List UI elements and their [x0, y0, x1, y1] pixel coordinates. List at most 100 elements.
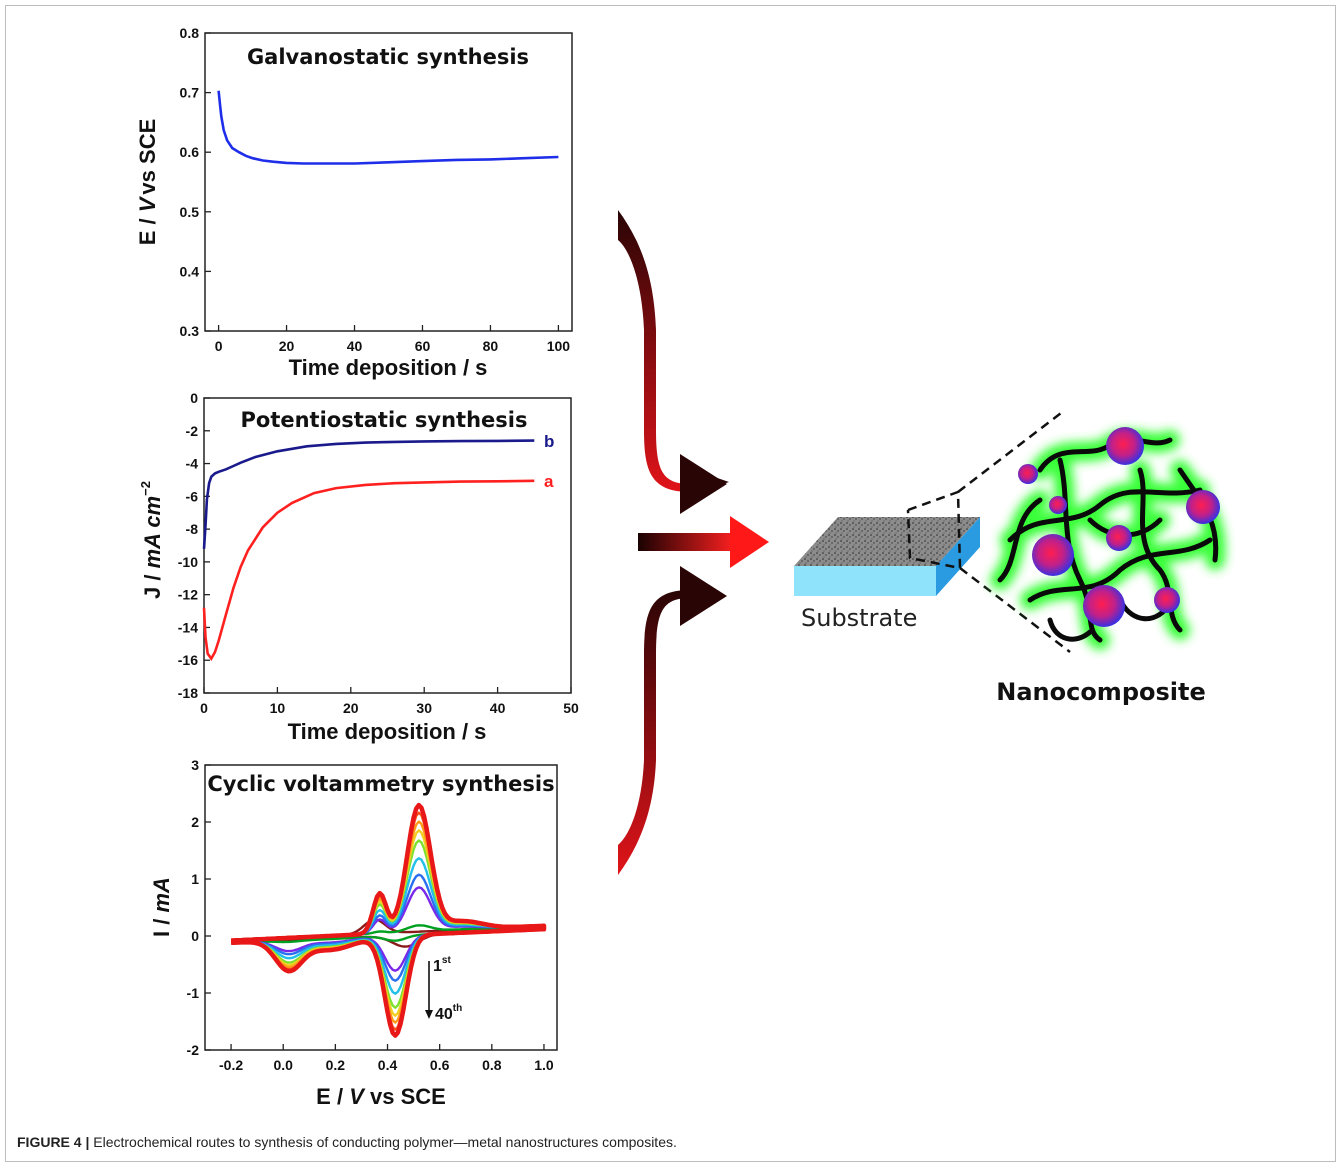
annotation-last: 40th — [435, 1003, 462, 1023]
nanoparticle — [1106, 525, 1132, 551]
nanoparticle — [1032, 534, 1074, 576]
y-tick-label: 3 — [191, 757, 199, 773]
x-tick-label: 0 — [200, 700, 208, 716]
x-tick-label: 30 — [416, 700, 432, 716]
y-ticks: 0 -2 -4 -6 -8 -10 -12 -14 -16 -18 — [178, 390, 210, 701]
x-tick-label: 0.4 — [378, 1057, 398, 1073]
substrate-block: Substrate — [794, 517, 980, 632]
plot-frame — [204, 764, 558, 1051]
y-tick-label: -10 — [178, 554, 198, 570]
substrate-label: Substrate — [801, 604, 917, 632]
top-arrow-head — [680, 454, 727, 514]
route-arrows — [618, 210, 769, 875]
x-axis-label: Time deposition / s — [288, 719, 487, 744]
nanoparticle — [1018, 464, 1038, 484]
x-ticks: 0 20 40 60 80 100 — [215, 325, 571, 354]
y-tick-label: 0 — [190, 390, 198, 406]
y-tick-label: 0.7 — [180, 85, 200, 101]
y-tick-label: -16 — [178, 652, 198, 668]
galvanostatic-series-line — [217, 90, 559, 165]
x-axis-label: E / V vs SCE — [316, 1084, 446, 1109]
x-tick-label: -0.2 — [219, 1057, 243, 1073]
caption-text: Electrochemical routes to synthesis of c… — [93, 1134, 677, 1150]
annotation-first: 1st — [433, 955, 451, 975]
cycle-arrow-head — [425, 1010, 433, 1019]
y-tick-label: 0.8 — [180, 25, 200, 41]
galvanostatic-chart: Galvanostatic synthesis 0.3 0.4 0.5 0.6 0.7 0… — [135, 25, 573, 380]
x-tick-label: 0.6 — [430, 1057, 450, 1073]
potentiostatic-chart: Potentiostatic synthesis 0 -2 -4 -6 -8 -10 -12… — [138, 390, 579, 744]
series-label-a: a — [544, 472, 554, 491]
zoom-line-lower — [959, 567, 1071, 653]
nanoparticle — [1106, 427, 1144, 465]
substrate-side — [936, 517, 980, 596]
figure-caption: FIGURE 4 | Electrochemical routes to syn… — [17, 1134, 677, 1150]
series-label-b: b — [544, 432, 554, 451]
series-line-b — [202, 439, 535, 549]
y-tick-label: 0.3 — [180, 323, 200, 339]
zoom-box — [906, 490, 962, 570]
substrate-front — [794, 566, 936, 596]
y-tick-label: -8 — [186, 521, 199, 537]
y-axis-label: E / Vvs SCE — [135, 119, 160, 246]
chart-title: Cyclic voltammetry synthesis — [207, 772, 554, 796]
bottom-curved-arrow — [618, 590, 690, 875]
series-lines — [217, 90, 559, 165]
y-tick-label: 1 — [191, 871, 199, 887]
y-tick-label: 0.6 — [180, 144, 200, 160]
y-tick-label: -14 — [178, 619, 198, 635]
metal-nanoparticles — [1018, 427, 1220, 627]
nanocomposite-cluster: Nanocomposite — [990, 427, 1226, 706]
y-tick-label: -2 — [187, 1042, 200, 1058]
x-tick-label: 80 — [483, 338, 499, 354]
y-tick-label: -6 — [186, 488, 199, 504]
y-axis-label: I / mA — [149, 877, 174, 937]
series-lines — [202, 439, 535, 661]
x-tick-label: 10 — [270, 700, 286, 716]
x-tick-label: 0.2 — [326, 1057, 346, 1073]
x-tick-label: 0.0 — [273, 1057, 293, 1073]
cycle-annotation: 1st 40th — [425, 955, 462, 1023]
top-curved-arrow — [618, 210, 690, 492]
middle-arrow-head — [730, 516, 769, 568]
x-tick-label: 20 — [279, 338, 295, 354]
y-tick-label: 0.5 — [180, 204, 200, 220]
x-tick-label: 40 — [490, 700, 506, 716]
caption-label: FIGURE 4 | — [17, 1134, 90, 1150]
zoom-line-upper — [957, 409, 1066, 493]
plot-frame — [204, 32, 573, 332]
x-axis-label: Time deposition / s — [289, 355, 488, 380]
chart-title: Potentiostatic synthesis — [241, 408, 528, 432]
x-tick-label: 20 — [343, 700, 359, 716]
y-tick-label: -1 — [187, 985, 200, 1001]
y-tick-label: 0.4 — [180, 263, 200, 279]
x-tick-label: 100 — [547, 338, 571, 354]
y-tick-label: 0 — [191, 928, 199, 944]
bottom-arrow-head — [680, 566, 727, 626]
x-tick-label: 0.8 — [482, 1057, 502, 1073]
substrate-top — [794, 517, 980, 566]
y-tick-label: -2 — [186, 423, 199, 439]
cyclic-voltammetry-chart: Cyclic voltammetry synthesis -2 -1 0 1 2 3 -0… — [149, 757, 558, 1109]
cv-cycle-line — [230, 802, 547, 1038]
figure-frame — [5, 5, 1336, 1162]
nanoparticle — [1083, 585, 1125, 627]
y-tick-label: -12 — [178, 587, 198, 603]
x-ticks: 0 10 20 30 40 50 — [200, 687, 579, 716]
nanoparticle — [1186, 490, 1220, 524]
series-line-a — [202, 479, 535, 661]
x-tick-label: 60 — [415, 338, 431, 354]
chart-title: Galvanostatic synthesis — [247, 45, 529, 69]
nanoparticle — [1154, 587, 1180, 613]
nanoparticle — [1049, 496, 1067, 514]
y-tick-label: -18 — [178, 685, 198, 701]
y-tick-label: 2 — [191, 814, 199, 830]
x-tick-label: 1.0 — [534, 1057, 554, 1073]
y-axis-label: J / mA cm−2 — [138, 481, 165, 599]
x-tick-label: 40 — [347, 338, 363, 354]
x-ticks: -0.2 0.0 0.2 0.4 0.6 0.8 1.0 — [219, 1044, 554, 1073]
x-tick-label: 0 — [215, 338, 223, 354]
cv-cycles — [230, 802, 547, 1038]
y-tick-label: -4 — [186, 456, 199, 472]
